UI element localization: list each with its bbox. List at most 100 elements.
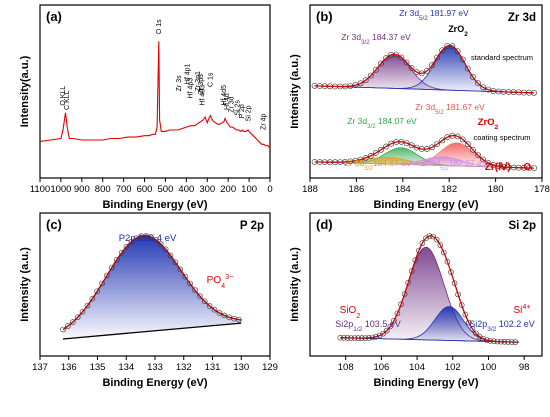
si2p-data-point xyxy=(344,335,351,341)
si2p-data-point xyxy=(465,319,472,326)
peak-label-si2p12-part: Si2p xyxy=(335,319,353,329)
p2p-data-point xyxy=(187,280,193,287)
si2p-data-point xyxy=(440,249,447,256)
compound-label-standard-part: ZrO xyxy=(448,24,464,34)
p2p-data-point xyxy=(65,323,71,329)
si2p-data-point xyxy=(362,335,369,341)
coating-component-peak xyxy=(314,156,534,169)
si2p-data-point xyxy=(501,338,508,345)
si2p-data-point xyxy=(437,242,444,248)
x-tick-label: 130 xyxy=(233,362,249,373)
coating-data-point xyxy=(362,154,369,161)
p2p-data-point xyxy=(60,326,66,333)
peak-annotation: Zr 3d xyxy=(229,96,236,112)
x-tick-label: 98 xyxy=(519,362,530,373)
x-tick-label: 129 xyxy=(262,362,278,373)
peak-label-si2p12-part: 1/2 xyxy=(353,326,362,333)
standard-data-point xyxy=(362,77,369,84)
p2p-component-peak xyxy=(63,235,242,339)
peak-label-si2p32-part: Si2p xyxy=(469,319,487,329)
si2p-data-point xyxy=(351,335,358,341)
p2p-data-point xyxy=(109,264,115,271)
si2p-data-point xyxy=(433,236,440,243)
si2p-data-point xyxy=(387,323,394,330)
si2p-data-point xyxy=(505,339,511,345)
standard-data-point xyxy=(434,54,440,61)
si2p-data-point xyxy=(455,291,461,298)
peak-label-zr3d52-coating: Zr 3d5/2 181.67 eV xyxy=(415,102,485,116)
p2p-data-point xyxy=(167,252,174,259)
p2p-data-point xyxy=(216,310,223,316)
si2p-data-point xyxy=(341,334,347,341)
p2p-data-point xyxy=(206,303,213,309)
coating-data-point xyxy=(459,136,466,143)
x-tick-label: 600 xyxy=(137,184,153,195)
standard-data-point xyxy=(352,82,359,89)
si2p-data-point xyxy=(348,335,354,341)
p2p-data-point xyxy=(79,308,86,315)
standard-data-point xyxy=(454,48,461,55)
si2p-data-point xyxy=(462,311,469,318)
peak-annotation: P 2p xyxy=(239,104,246,118)
si2p-data-point xyxy=(358,335,365,341)
peak-label-zr3d52-coating-b-part: 182.27 eV xyxy=(449,158,488,168)
standard-data-point xyxy=(475,80,481,87)
bond-label: Zr(Ⅳ) —O xyxy=(485,162,532,173)
si2p-data-point xyxy=(451,280,458,287)
coating-data-point xyxy=(444,134,451,141)
species-label-si4-part: 4+ xyxy=(522,302,530,311)
p2p-data-point xyxy=(157,241,164,247)
peak-label-zr3d32-coating-b-part: 3/2 xyxy=(364,165,373,172)
x-tick-label: 102 xyxy=(445,362,461,373)
coating-data-point xyxy=(464,141,471,148)
standard-data-point xyxy=(423,68,430,74)
peak-annotation: Hf 4d3 xyxy=(200,85,207,106)
coating-data-point xyxy=(378,146,384,153)
species-label-sio2: SiO2 xyxy=(340,305,361,320)
p2p-data-point xyxy=(89,295,96,302)
x-tick-label: 136 xyxy=(61,362,77,373)
p2p-data-point xyxy=(201,298,208,305)
peak-label-zr3d52-standard-part: Zr 3d xyxy=(399,8,419,18)
x-tick-label: 1100 xyxy=(30,184,50,195)
p2p-data-point xyxy=(148,234,154,240)
si2p-data-point xyxy=(426,233,433,239)
panel-1: 1100 1000 900 800 700 600 500 400 300 200 100 0Bind… xyxy=(19,4,273,211)
peak-label-zr3d32-standard: Zr 3d3/2 184.37 eV xyxy=(341,32,411,46)
coating-data-point xyxy=(469,146,476,153)
panel-label: (c) xyxy=(46,217,62,232)
si2p-data-point xyxy=(380,330,387,337)
coating-data-point xyxy=(423,146,430,152)
x-tick-label: 800 xyxy=(95,184,111,195)
si2p-data-point xyxy=(512,339,519,345)
p2p-data-point xyxy=(182,273,188,280)
x-tick-label: 300 xyxy=(199,184,215,195)
si2p-data-point xyxy=(483,337,490,343)
peak-label-zr3d52-coating-part: Zr 3d xyxy=(415,102,435,112)
compound-label-coating-part: ZrO xyxy=(478,117,495,128)
peak-label-si2p12-part: 103.5 eV xyxy=(365,319,401,329)
standard-data-point xyxy=(449,43,456,50)
coating-data-point xyxy=(383,143,389,150)
x-tick-label: 700 xyxy=(116,184,132,195)
y-axis-label: Intensity (a.u.) xyxy=(289,247,301,322)
species-label-si4: Si4+ xyxy=(513,302,530,317)
peak-label-zr3d32-coating-part: 184.07 eV xyxy=(378,116,417,126)
si2p-data-point xyxy=(490,338,497,345)
x-tick-label: 186 xyxy=(348,184,364,195)
compound-label-coating: ZrO2 xyxy=(478,117,499,131)
peak-annotation: Zr 3p1 xyxy=(195,71,202,91)
peak-label-si2p32-part: 102.2 eV xyxy=(499,319,535,329)
panel-2: 188 186 184 182 180 178 Binding Energy (eV) Int… xyxy=(289,4,550,211)
standard-data-point xyxy=(408,65,415,71)
coating-data-point xyxy=(429,144,435,151)
si2p-data-point xyxy=(494,338,501,345)
peak-label-zr3d32-coating-b-part: 184.67 eV xyxy=(373,158,412,168)
si2p-data-point xyxy=(412,257,419,264)
standard-data-point xyxy=(459,56,466,63)
coating-data-point xyxy=(531,165,537,171)
standard-data-point xyxy=(469,74,476,80)
x-tick-label: 180 xyxy=(488,184,504,195)
p2p-data-point xyxy=(99,280,105,287)
